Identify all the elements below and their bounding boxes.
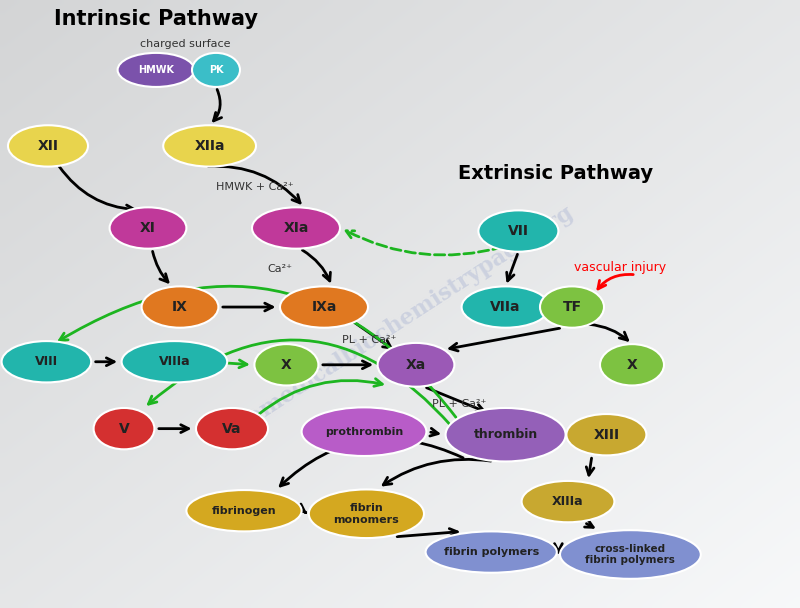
Ellipse shape (462, 286, 550, 328)
Text: Ca²⁺: Ca²⁺ (267, 264, 293, 274)
Ellipse shape (600, 344, 664, 385)
Ellipse shape (254, 344, 318, 385)
Text: fibrinogen: fibrinogen (212, 506, 276, 516)
Text: TF: TF (562, 300, 582, 314)
Ellipse shape (196, 408, 268, 449)
Text: PL + Ca²⁺: PL + Ca²⁺ (432, 399, 486, 409)
Ellipse shape (309, 489, 424, 538)
Ellipse shape (426, 531, 557, 573)
Text: fibrin polymers: fibrin polymers (443, 547, 539, 557)
Ellipse shape (560, 530, 701, 579)
Ellipse shape (118, 53, 194, 87)
Ellipse shape (8, 125, 88, 167)
Ellipse shape (566, 414, 646, 455)
Text: IX: IX (172, 300, 188, 314)
Ellipse shape (110, 207, 186, 249)
Text: XIa: XIa (283, 221, 309, 235)
Ellipse shape (522, 481, 614, 522)
Text: themedicalbiochemistrypage.org: themedicalbiochemistrypage.org (222, 201, 578, 443)
Text: XIII: XIII (594, 427, 619, 442)
Text: VII: VII (508, 224, 529, 238)
Text: XI: XI (140, 221, 156, 235)
Text: HMWK + Ca²⁺: HMWK + Ca²⁺ (215, 182, 294, 192)
Text: PK: PK (209, 65, 223, 75)
Text: Intrinsic Pathway: Intrinsic Pathway (54, 9, 258, 29)
Text: IXa: IXa (311, 300, 337, 314)
Text: XIIa: XIIa (194, 139, 225, 153)
Text: vascular injury: vascular injury (574, 261, 666, 274)
Ellipse shape (252, 207, 340, 249)
Text: Va: Va (222, 421, 242, 436)
Text: Extrinsic Pathway: Extrinsic Pathway (458, 164, 654, 183)
Ellipse shape (378, 343, 454, 387)
Text: Xa: Xa (406, 358, 426, 372)
Text: VIII: VIII (35, 355, 58, 368)
Text: X: X (281, 358, 292, 372)
Text: VIIIa: VIIIa (158, 355, 190, 368)
Text: VIIa: VIIa (490, 300, 521, 314)
Ellipse shape (122, 341, 227, 382)
Text: thrombin: thrombin (474, 428, 538, 441)
Text: XIIIa: XIIIa (552, 495, 584, 508)
Ellipse shape (478, 210, 558, 252)
Text: fibrin
monomers: fibrin monomers (334, 503, 399, 525)
Ellipse shape (280, 286, 368, 328)
Text: XII: XII (38, 139, 58, 153)
Ellipse shape (302, 407, 426, 456)
Text: V: V (118, 421, 130, 436)
Ellipse shape (540, 286, 604, 328)
Ellipse shape (142, 286, 218, 328)
Ellipse shape (186, 490, 302, 531)
Text: charged surface: charged surface (140, 40, 231, 49)
Ellipse shape (446, 408, 566, 461)
Text: HMWK: HMWK (138, 65, 174, 75)
Text: PL + Ca²⁺: PL + Ca²⁺ (342, 336, 397, 345)
Text: cross-linked
fibrin polymers: cross-linked fibrin polymers (586, 544, 675, 565)
Ellipse shape (163, 125, 256, 167)
Text: X: X (626, 358, 638, 372)
Text: prothrombin: prothrombin (325, 427, 403, 437)
Ellipse shape (94, 408, 154, 449)
Ellipse shape (2, 341, 91, 382)
Ellipse shape (192, 53, 240, 87)
